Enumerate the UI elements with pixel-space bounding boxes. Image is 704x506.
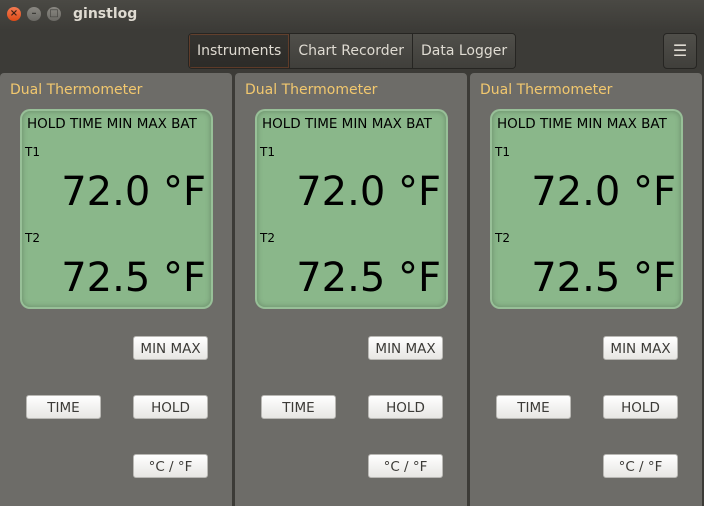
time-button[interactable]: TIME bbox=[496, 395, 571, 419]
lcd-status-flags: HOLD TIME MIN MAX BAT bbox=[262, 116, 432, 132]
tab-data-logger[interactable]: Data Logger bbox=[413, 34, 516, 68]
t1-label: T1 bbox=[260, 145, 275, 159]
lcd-status-flags: HOLD TIME MIN MAX BAT bbox=[497, 116, 667, 132]
unit-toggle-button[interactable]: °C / °F bbox=[368, 454, 443, 478]
hold-button[interactable]: HOLD bbox=[368, 395, 443, 419]
t1-reading: 72.0 °F bbox=[531, 169, 676, 215]
t2-label: T2 bbox=[495, 231, 510, 245]
view-tabs: Instruments Chart Recorder Data Logger bbox=[188, 33, 517, 69]
tab-instruments[interactable]: Instruments bbox=[189, 34, 291, 68]
t1-label: T1 bbox=[25, 145, 40, 159]
t1-label: T1 bbox=[495, 145, 510, 159]
unit-toggle-button[interactable]: °C / °F bbox=[133, 454, 208, 478]
window-title: ginstlog bbox=[73, 6, 138, 22]
t1-reading: 72.0 °F bbox=[61, 169, 206, 215]
instrument-panel-1: Dual Thermometer HOLD TIME MIN MAX BAT T… bbox=[0, 73, 232, 506]
t1-reading: 72.0 °F bbox=[296, 169, 441, 215]
title-bar: × – □ ginstlog bbox=[0, 0, 704, 30]
instrument-panel-2: Dual Thermometer HOLD TIME MIN MAX BAT T… bbox=[235, 73, 467, 506]
panel-title: Dual Thermometer bbox=[10, 82, 143, 98]
t2-reading: 72.5 °F bbox=[531, 255, 676, 301]
toolbar: Instruments Chart Recorder Data Logger ☰ bbox=[0, 30, 704, 72]
t2-reading: 72.5 °F bbox=[296, 255, 441, 301]
min-max-button[interactable]: MIN MAX bbox=[603, 336, 678, 360]
t2-reading: 72.5 °F bbox=[61, 255, 206, 301]
lcd-display: HOLD TIME MIN MAX BAT T1 72.0 °F T2 72.5… bbox=[492, 111, 681, 307]
lcd-display: HOLD TIME MIN MAX BAT T1 72.0 °F T2 72.5… bbox=[22, 111, 211, 307]
lcd-display: HOLD TIME MIN MAX BAT T1 72.0 °F T2 72.5… bbox=[257, 111, 446, 307]
maximize-window-icon[interactable]: □ bbox=[47, 7, 61, 21]
tab-chart-recorder[interactable]: Chart Recorder bbox=[290, 34, 413, 68]
time-button[interactable]: TIME bbox=[26, 395, 101, 419]
panel-title: Dual Thermometer bbox=[245, 82, 378, 98]
instrument-panel-3: Dual Thermometer HOLD TIME MIN MAX BAT T… bbox=[470, 73, 702, 506]
t2-label: T2 bbox=[25, 231, 40, 245]
time-button[interactable]: TIME bbox=[261, 395, 336, 419]
minimize-window-icon[interactable]: – bbox=[27, 7, 41, 21]
panel-title: Dual Thermometer bbox=[480, 82, 613, 98]
hamburger-menu-icon[interactable]: ☰ bbox=[663, 33, 697, 69]
min-max-button[interactable]: MIN MAX bbox=[368, 336, 443, 360]
lcd-status-flags: HOLD TIME MIN MAX BAT bbox=[27, 116, 197, 132]
unit-toggle-button[interactable]: °C / °F bbox=[603, 454, 678, 478]
hold-button[interactable]: HOLD bbox=[603, 395, 678, 419]
t2-label: T2 bbox=[260, 231, 275, 245]
close-window-icon[interactable]: × bbox=[7, 7, 21, 21]
hold-button[interactable]: HOLD bbox=[133, 395, 208, 419]
min-max-button[interactable]: MIN MAX bbox=[133, 336, 208, 360]
